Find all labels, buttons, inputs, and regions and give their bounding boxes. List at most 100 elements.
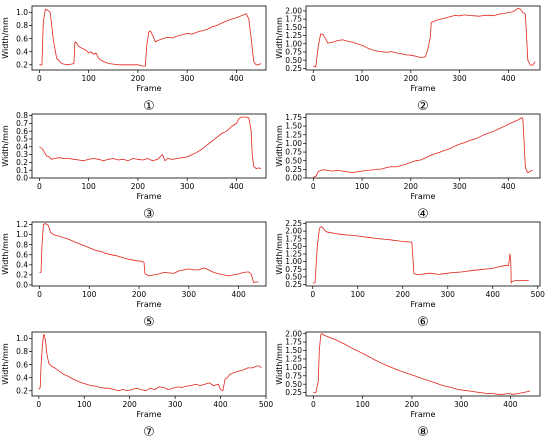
plot-frame xyxy=(31,5,267,71)
x-axis-label: Frame xyxy=(137,300,162,309)
panel-number: ① xyxy=(143,99,155,114)
x-axis-label: Frame xyxy=(137,410,162,419)
panel-number: ⑥ xyxy=(417,315,429,330)
y-tick-label: 1.75 xyxy=(285,234,302,243)
y-tick-label: 0.2 xyxy=(16,158,28,167)
x-tick-label: 400 xyxy=(503,400,518,409)
y-tick-label: 2.00 xyxy=(285,7,302,16)
x-tick-label: 200 xyxy=(131,182,146,191)
y-tick-label: 0.8 xyxy=(16,111,28,120)
x-tick-label: 100 xyxy=(82,290,97,299)
x-tick-label: 0 xyxy=(311,182,316,191)
x-tick-label: 400 xyxy=(213,400,228,409)
y-tick-label: 1.0 xyxy=(16,230,28,239)
y-tick-label: 0.1 xyxy=(16,166,28,175)
y-tick-label: 0.2 xyxy=(16,60,28,69)
y-tick-label: 0.7 xyxy=(16,119,28,128)
plot-frame xyxy=(31,113,267,179)
y-tick-label: 2.00 xyxy=(285,227,302,236)
y-axis-label: Width/mm xyxy=(1,343,10,385)
panel-number: ⑤ xyxy=(143,315,155,330)
y-tick-label: 0.75 xyxy=(285,265,302,274)
series-line xyxy=(312,226,529,284)
x-tick-label: 100 xyxy=(355,182,370,191)
y-tick-label: 0.4 xyxy=(16,142,28,151)
x-tick-label: 500 xyxy=(531,290,546,299)
panel-number: ⑧ xyxy=(417,425,429,440)
y-tick-label: 0.25 xyxy=(285,280,302,289)
series-line xyxy=(39,8,262,67)
y-tick-label: 0.6 xyxy=(16,34,28,43)
x-tick-label: 500 xyxy=(259,400,274,409)
y-tick-label: 0.75 xyxy=(285,371,302,380)
x-axis-label: Frame xyxy=(411,84,436,93)
y-tick-label: 0.75 xyxy=(285,148,302,157)
y-axis-label: Width/mm xyxy=(1,233,10,275)
x-tick-label: 200 xyxy=(404,74,419,83)
y-tick-label: 0.6 xyxy=(16,127,28,136)
y-tick-label: 0.2 xyxy=(16,386,28,395)
y-tick-label: 1.25 xyxy=(285,250,302,259)
panel-number: ③ xyxy=(143,207,155,222)
chart-panel-7: 0 100 200 300 400 500 0.2 0.4 0.6 0.8 1.0 Frame Widt… xyxy=(1,331,274,440)
y-tick-label: 1.00 xyxy=(285,257,302,266)
x-tick-label: 200 xyxy=(123,400,138,409)
y-tick-label: 1.50 xyxy=(285,242,302,251)
series-line xyxy=(39,116,262,170)
y-tick-label: 0.50 xyxy=(285,272,302,281)
x-tick-label: 0 xyxy=(37,182,42,191)
y-tick-label: 0.75 xyxy=(285,48,302,57)
y-tick-label: 1.0 xyxy=(16,334,28,343)
y-tick-label: 1.25 xyxy=(285,355,302,364)
y-tick-label: 0.8 xyxy=(16,240,28,249)
y-tick-label: 1.25 xyxy=(285,130,302,139)
x-tick-label: 300 xyxy=(180,74,195,83)
x-axis-label: Frame xyxy=(137,84,162,93)
chart-panel-5: 0 100 200 300 400 0.00.2 0.40.60.81.01.2 Frame W… xyxy=(1,220,267,330)
y-tick-label: 1.50 xyxy=(285,122,302,131)
x-tick-label: 0 xyxy=(311,400,316,409)
y-tick-label: 0.8 xyxy=(16,347,28,356)
chart-panel-8: 0 100 200 300 400 0.250.500.751.001.251.501.7… xyxy=(275,329,541,440)
x-tick-label: 200 xyxy=(396,290,411,299)
plot-frame xyxy=(305,221,541,287)
y-tick-label: 1.75 xyxy=(285,338,302,347)
x-tick-label: 0 xyxy=(37,290,42,299)
y-tick-label: 0.6 xyxy=(16,360,28,369)
y-tick-label: 0.6 xyxy=(16,250,28,259)
x-tick-label: 0 xyxy=(36,400,41,409)
x-tick-label: 100 xyxy=(77,400,92,409)
y-tick-label: 0.3 xyxy=(16,150,28,159)
x-tick-label: 400 xyxy=(229,182,244,191)
x-tick-label: 300 xyxy=(168,400,183,409)
x-axis-label: Frame xyxy=(137,192,162,201)
x-tick-label: 400 xyxy=(501,74,516,83)
panel-number: ④ xyxy=(417,207,429,222)
y-tick-label: 0.8 xyxy=(16,21,28,30)
plot-frame xyxy=(305,331,541,397)
y-tick-label: 1.25 xyxy=(285,31,302,40)
x-tick-label: 100 xyxy=(81,182,96,191)
x-axis-label: Frame xyxy=(411,192,436,201)
plot-frame xyxy=(305,5,541,71)
x-tick-label: 400 xyxy=(486,290,501,299)
y-tick-label: 0.5 xyxy=(16,135,28,144)
chart-panel-1: 0 100 200 300 400 0.2 0.4 0.6 0.8 1.0 Frame Width/m… xyxy=(1,5,267,114)
series-line xyxy=(313,333,531,395)
chart-panel-3: 0 100 200 300 400 0.00.10.20.30.40.50.60.70.8… xyxy=(1,111,267,222)
y-tick-label: 2.00 xyxy=(285,329,302,338)
x-tick-label: 300 xyxy=(454,400,469,409)
x-tick-label: 300 xyxy=(452,74,467,83)
y-axis-label: Width/mm xyxy=(275,343,284,385)
plot-frame xyxy=(305,113,541,179)
x-tick-label: 200 xyxy=(132,290,147,299)
x-tick-label: 100 xyxy=(81,74,96,83)
x-tick-label: 300 xyxy=(180,182,195,191)
y-tick-label: 0.4 xyxy=(16,373,28,382)
plot-frame xyxy=(31,221,267,287)
series-line xyxy=(38,334,262,392)
series-line xyxy=(39,223,259,283)
x-tick-label: 100 xyxy=(351,290,366,299)
y-axis-label: Width/mm xyxy=(275,125,284,167)
